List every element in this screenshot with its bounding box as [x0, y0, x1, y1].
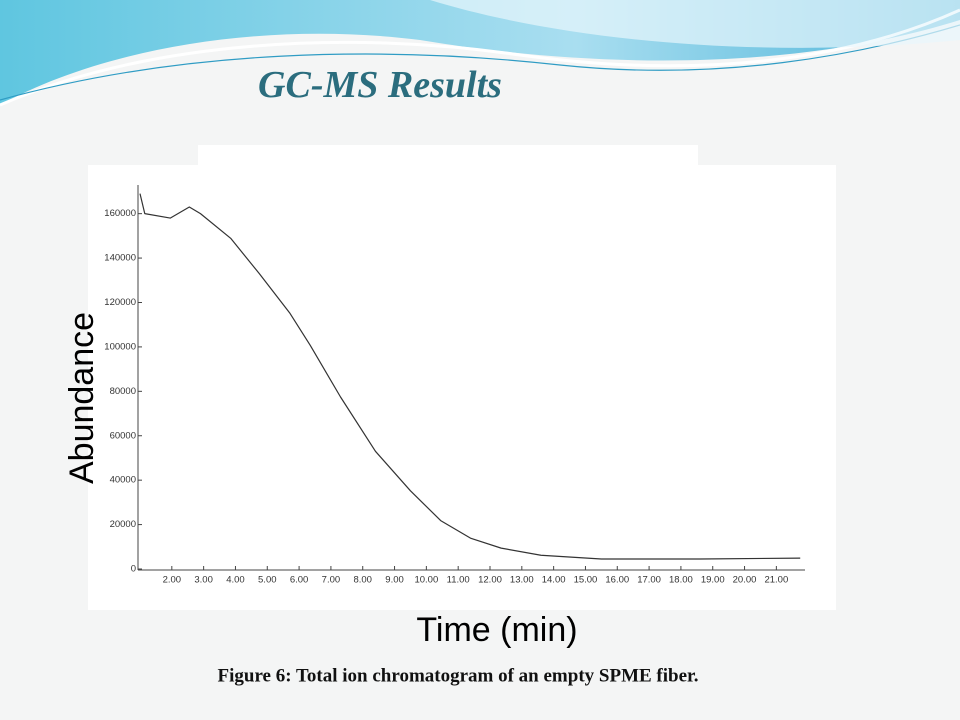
- y-tick-label: 140000: [104, 253, 136, 264]
- y-tick-label: 60000: [110, 430, 136, 441]
- x-tick-label: 7.00: [322, 575, 341, 586]
- y-tick-label: 80000: [110, 386, 136, 397]
- scan-area: [88, 165, 836, 610]
- x-tick-label: 6.00: [290, 575, 309, 586]
- x-tick-label: 8.00: [353, 575, 372, 586]
- y-tick-label: 120000: [104, 297, 136, 308]
- y-tick-label: 160000: [104, 208, 136, 219]
- x-tick-label: 11.00: [447, 575, 470, 586]
- slide-title: GC-MS Results: [258, 64, 502, 106]
- x-tick-label: 17.00: [637, 575, 661, 586]
- figure-caption: Figure 6: Total ion chromatogram of an e…: [218, 665, 699, 686]
- wave-line: [0, 24, 960, 101]
- x-tick-label: 15.00: [574, 575, 598, 586]
- x-tick-label: 13.00: [510, 575, 534, 586]
- x-tick-label: 18.00: [669, 575, 693, 586]
- x-tick-label: 19.00: [701, 575, 725, 586]
- x-tick-label: 20.00: [733, 575, 757, 586]
- x-tick-label: 21.00: [764, 575, 788, 586]
- wave-highlight: [430, 0, 960, 48]
- x-tick-label: 2.00: [163, 575, 182, 586]
- y-tick-label: 0: [131, 564, 136, 575]
- x-tick-label: 10.00: [414, 575, 438, 586]
- x-tick-label: 14.00: [542, 575, 566, 586]
- y-tick-label: 20000: [110, 519, 136, 530]
- wave-line: [0, 8, 960, 107]
- y-tick-label: 100000: [104, 341, 136, 352]
- x-tick-label: 4.00: [226, 575, 245, 586]
- x-tick-label: 12.00: [478, 575, 502, 586]
- x-tick-label: 3.00: [194, 575, 213, 586]
- x-tick-label: 16.00: [605, 575, 629, 586]
- y-tick-label: 40000: [110, 475, 136, 486]
- chromatogram-line: [139, 193, 801, 560]
- x-tick-label: 5.00: [258, 575, 277, 586]
- scan-area: [198, 145, 698, 170]
- x-axis-label: Time (min): [416, 611, 577, 649]
- x-tick-label: 9.00: [385, 575, 404, 586]
- y-axis-label: Abundance: [63, 312, 101, 484]
